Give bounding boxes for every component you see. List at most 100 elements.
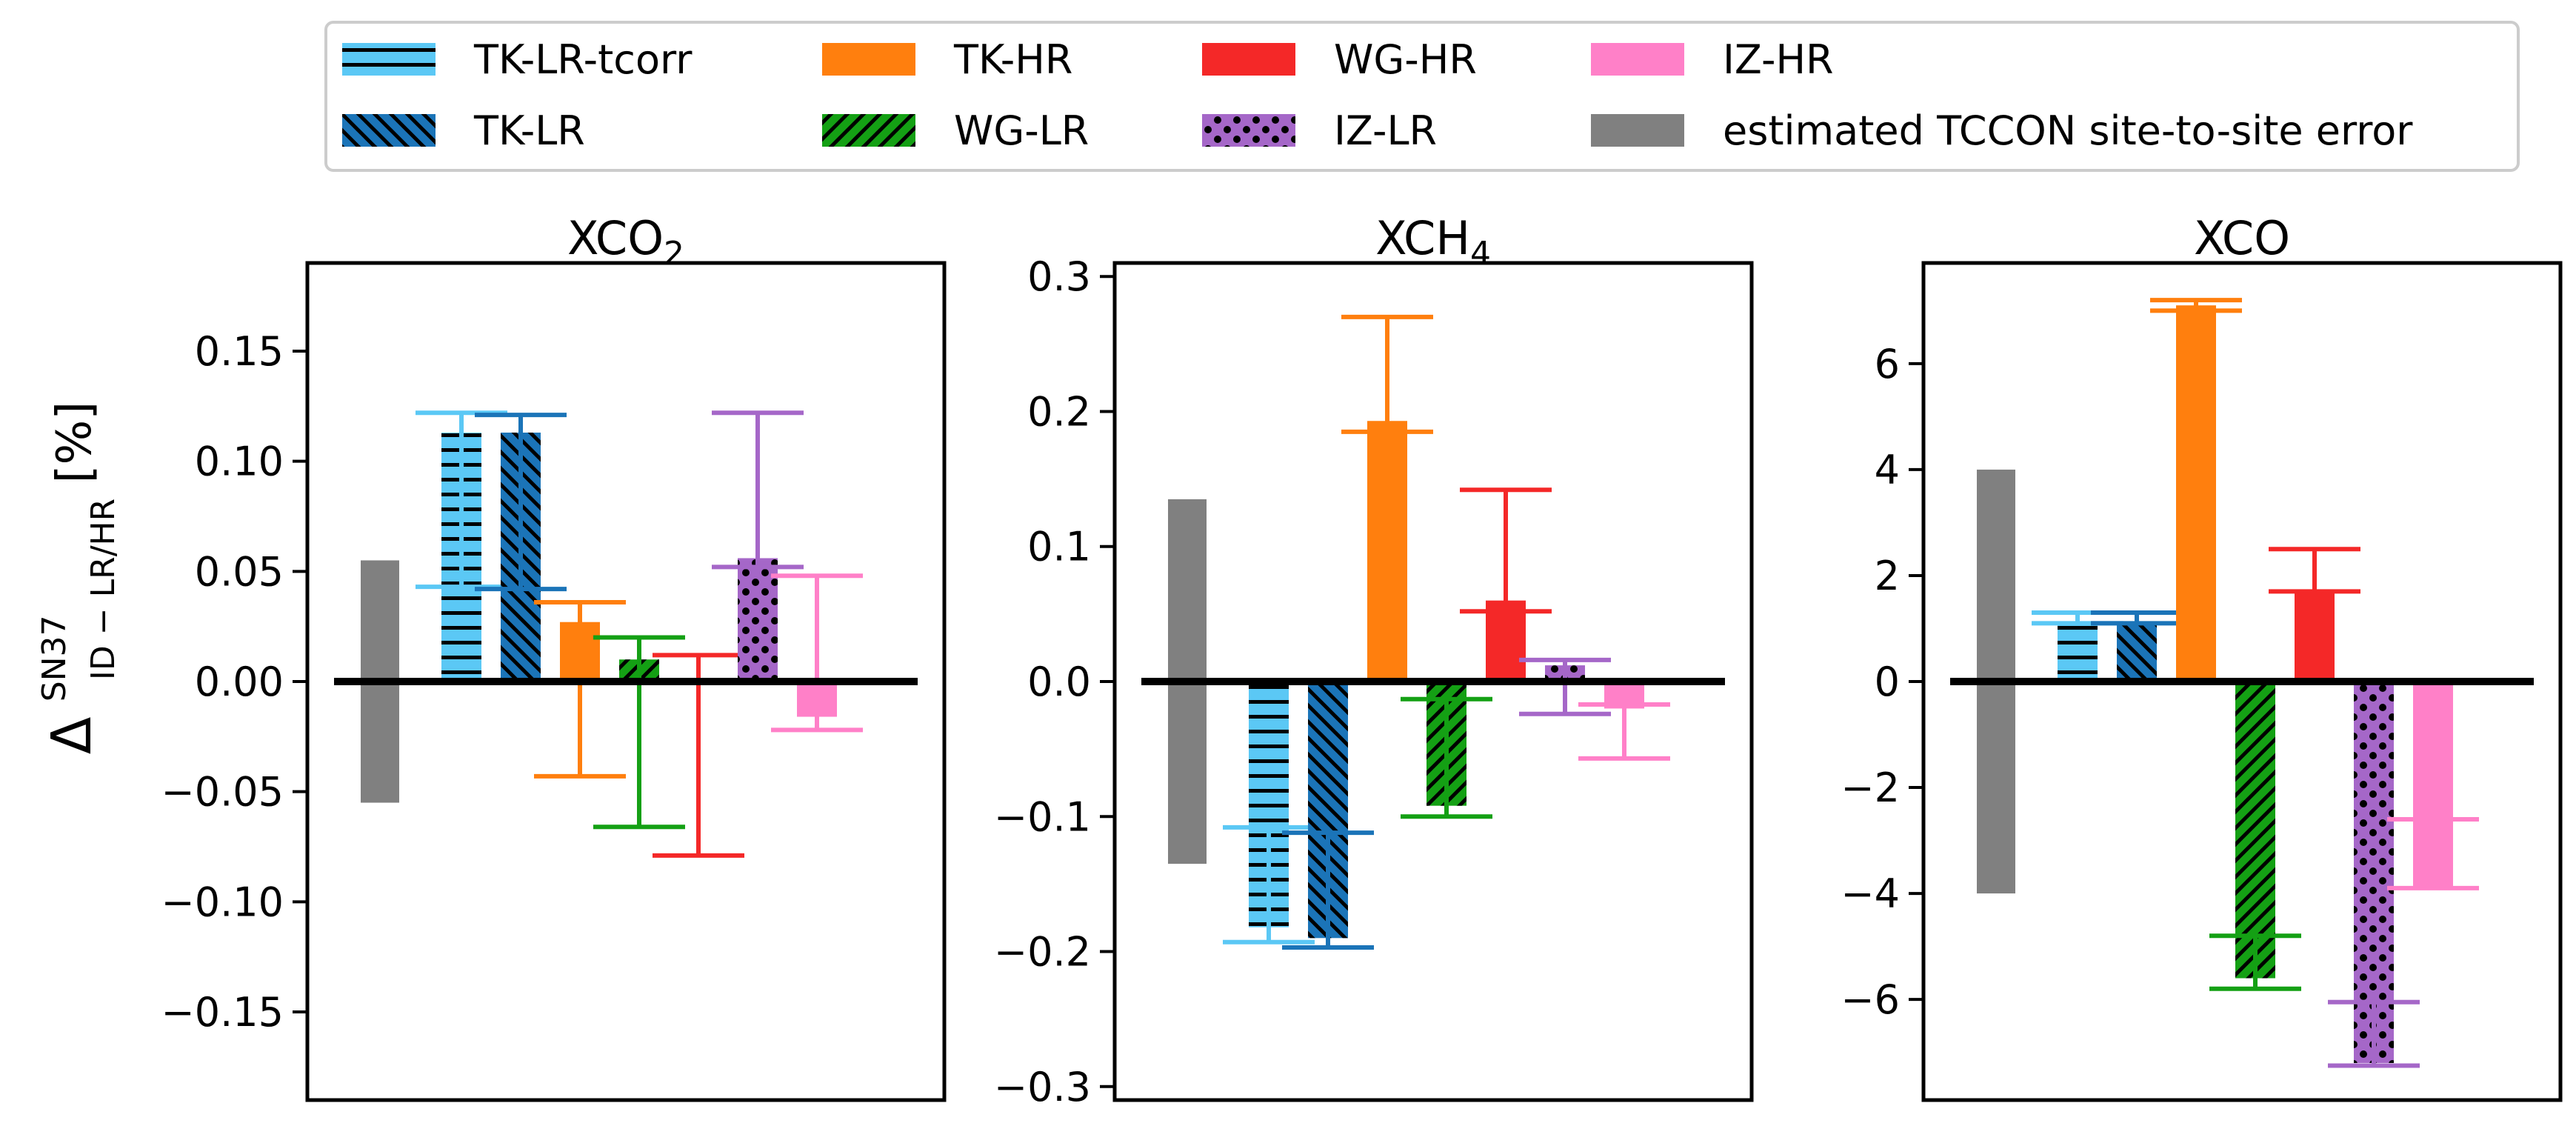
bar-wg-hr bbox=[1486, 600, 1526, 682]
error-bar-tk-lr bbox=[2091, 610, 2183, 626]
error-bar-wg-lr bbox=[593, 635, 685, 830]
y-tick-label: 6 bbox=[1875, 341, 1900, 387]
error-bar-tk-lr bbox=[1282, 830, 1374, 950]
error-bar-tk-lr bbox=[475, 413, 567, 592]
legend-swatch-wg-hr bbox=[1202, 43, 1295, 76]
error-bar-tk-lr-tcorr bbox=[416, 410, 507, 590]
legend-item-tk-hr: TK-HR bbox=[822, 36, 1072, 83]
legend-item-wg-lr: WG-LR bbox=[822, 107, 1089, 154]
y-tick-label: −6 bbox=[1841, 976, 1900, 1023]
legend-item-tk-lr: TK-LR bbox=[342, 107, 585, 154]
legend-swatch-hatch bbox=[822, 114, 915, 147]
legend-swatch-hatch bbox=[342, 43, 436, 76]
panel-title: XCH4 bbox=[1375, 211, 1491, 273]
legend-label-tk-lr-tcorr: TK-LR-tcorr bbox=[473, 36, 693, 83]
legend: TK-LR-tcorr TK-LR TK-HR WG-LR WG-HR IZ-LR IZ-H… bbox=[324, 21, 2520, 172]
y-tick-label: −0.2 bbox=[994, 929, 1091, 976]
error-bar-iz-hr bbox=[1578, 702, 1670, 761]
y-axis-label: Δ SN37 ID − LR/HR [%] bbox=[22, 402, 126, 755]
bar-wg-hr bbox=[2295, 591, 2335, 682]
legend-label-wg-lr: WG-LR bbox=[954, 107, 1089, 154]
y-axis-label-superscript: SN37 bbox=[36, 615, 73, 702]
error-bar-iz-hr bbox=[2387, 816, 2479, 890]
error-bar-wg-lr bbox=[2209, 933, 2301, 991]
bar-tk-hr bbox=[2176, 305, 2216, 682]
y-tick-label: 0.2 bbox=[1027, 388, 1091, 435]
y-tick-label: 0.3 bbox=[1027, 253, 1091, 300]
legend-item-estimated-tccon-site-to-site-error: estimated TCCON site-to-site error bbox=[1591, 107, 2413, 154]
error-bar-tk-hr bbox=[534, 599, 626, 779]
error-bar-wg-hr bbox=[2269, 547, 2360, 594]
y-tick-label: −0.10 bbox=[161, 879, 284, 925]
y-axis-label-delta: Δ bbox=[40, 716, 104, 754]
panel-title-subscript: 2 bbox=[664, 235, 684, 273]
error-bar-wg-hr bbox=[653, 653, 744, 858]
legend-item-tk-lr-tcorr: TK-LR-tcorr bbox=[342, 36, 693, 83]
legend-item-iz-lr: IZ-LR bbox=[1202, 107, 1437, 154]
y-tick-label: 0.05 bbox=[195, 548, 284, 595]
error-bar-iz-lr bbox=[1519, 657, 1611, 716]
bar-wg-lr bbox=[2235, 682, 2275, 979]
legend-label-wg-hr: WG-HR bbox=[1334, 36, 1477, 83]
y-tick-label: 0.10 bbox=[195, 439, 284, 485]
error-bar-iz-hr bbox=[771, 573, 863, 733]
bar-fill bbox=[2295, 591, 2335, 682]
y-tick-label: 0.1 bbox=[1027, 524, 1091, 570]
y-axis-label-subscript: ID − LR/HR bbox=[84, 499, 122, 680]
legend-swatch-tk-hr bbox=[822, 43, 915, 76]
panel-title: XCO bbox=[2194, 211, 2290, 265]
y-tick-label: −0.1 bbox=[994, 793, 1091, 840]
y-tick-label: −0.3 bbox=[994, 1064, 1091, 1110]
y-tick-label: −2 bbox=[1841, 764, 1900, 811]
y-tick-label: 4 bbox=[1875, 447, 1900, 493]
y-tick-label: −0.15 bbox=[161, 989, 284, 1036]
legend-label-tk-hr: TK-HR bbox=[953, 36, 1072, 83]
error-bar-tk-hr bbox=[2150, 298, 2242, 313]
legend-item-wg-hr: WG-HR bbox=[1202, 36, 1477, 83]
panel-title-text: XCO bbox=[2194, 211, 2290, 265]
legend-swatch-estimated-tccon-site-to-site-error bbox=[1591, 114, 1684, 147]
error-bar-iz-lr bbox=[2328, 999, 2420, 1068]
panel-xch4: XCH4 −0.3 −0.2 −0.1 0.0 0.1 0.2 0.3 bbox=[994, 211, 1754, 1110]
error-bar-tk-hr bbox=[1341, 314, 1433, 434]
y-tick-label: 0.15 bbox=[195, 328, 284, 375]
bar-fill bbox=[1486, 600, 1526, 682]
bar-tk-hr bbox=[1367, 421, 1407, 682]
y-tick-label: −0.05 bbox=[161, 769, 284, 816]
error-bar-tk-lr-tcorr bbox=[1223, 824, 1315, 945]
y-tick-label: 0.00 bbox=[195, 659, 284, 705]
panel-title-text: XCH bbox=[1375, 211, 1470, 265]
bar-iz-lr bbox=[738, 558, 778, 682]
bar-hatch bbox=[2354, 682, 2394, 1063]
panel-title-subscript: 4 bbox=[1470, 235, 1491, 273]
y-tick-label: 0.0 bbox=[1027, 659, 1091, 705]
legend-swatch-hatch bbox=[342, 114, 436, 147]
panel-xco: XCO −6 −4 −2 0 2 4 6 bbox=[1841, 211, 2563, 1102]
bar-hatch bbox=[2058, 623, 2098, 682]
legend-item-iz-hr: IZ-HR bbox=[1591, 36, 1834, 83]
bar-hatch bbox=[2117, 623, 2157, 682]
bar-iz-lr bbox=[2354, 682, 2394, 1063]
panel-title: XCO2 bbox=[567, 211, 684, 273]
svg-text:Δ SN37 ID − LR/HR: Δ SN37 ID − LR/HR [%] bbox=[22, 402, 126, 755]
error-bar-iz-lr bbox=[712, 410, 804, 570]
bar-fill bbox=[2176, 305, 2216, 682]
error-bar-wg-hr bbox=[1460, 487, 1552, 614]
axes-frame bbox=[1112, 261, 1754, 1102]
legend-label-iz-lr: IZ-LR bbox=[1334, 107, 1437, 154]
error-bar-wg-lr bbox=[1401, 696, 1492, 819]
legend-swatch-hatch bbox=[1202, 114, 1295, 147]
panel-title-text: XCO bbox=[567, 211, 664, 265]
legend-label-iz-hr: IZ-HR bbox=[1723, 36, 1834, 83]
bar-tk-lr-tcorr bbox=[2058, 623, 2098, 682]
y-axis-label-unit: [%] bbox=[47, 402, 102, 484]
panel-xco2: XCO2 −0.15 −0.10 −0.05 0.00 0.05 0.10 0.15 bbox=[161, 211, 947, 1102]
bar-hatch bbox=[2235, 682, 2275, 979]
legend-label-estimated-tccon-site-to-site-error: estimated TCCON site-to-site error bbox=[1723, 107, 2413, 154]
axes-frame bbox=[1921, 261, 2563, 1102]
bar-tk-lr bbox=[2117, 623, 2157, 682]
bar-fill bbox=[1367, 421, 1407, 682]
y-tick-label: 0 bbox=[1875, 659, 1900, 705]
legend-swatch-iz-hr bbox=[1591, 43, 1684, 76]
